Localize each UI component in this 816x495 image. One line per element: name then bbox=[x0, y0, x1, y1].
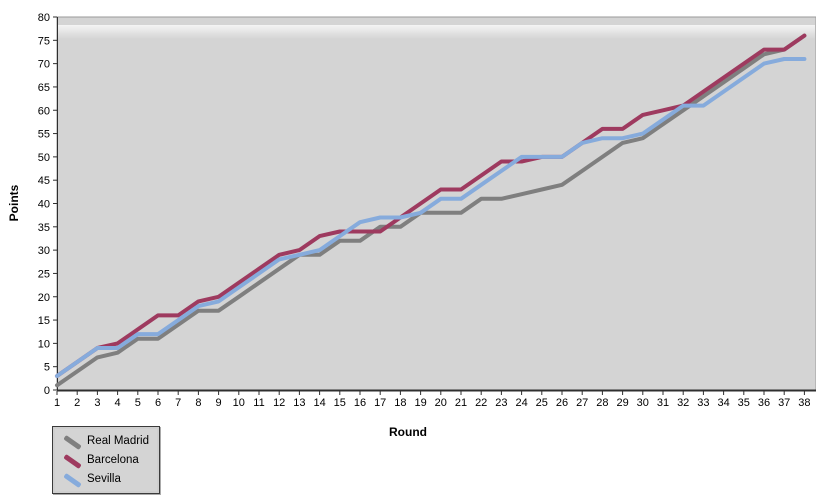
x-axis: 1 2 3 4 5 6 7 8 9 10 11 12 13 14 15 16 17 18 19 20 21 22 23 24 2… bbox=[54, 391, 811, 409]
x-tick-label: 4 bbox=[115, 397, 121, 409]
x-tick-label: 27 bbox=[576, 397, 588, 409]
x-tick-label: 31 bbox=[657, 397, 669, 409]
legend: Real Madrid Barcelona Sevilla bbox=[52, 426, 160, 494]
x-tick-label: 17 bbox=[374, 397, 386, 409]
x-tick-label: 37 bbox=[778, 397, 790, 409]
y-tick-label: 35 bbox=[38, 222, 50, 234]
legend-swatch-wrap bbox=[61, 453, 87, 469]
x-tick-label: 5 bbox=[135, 397, 141, 409]
y-tick-label: 50 bbox=[38, 152, 50, 164]
legend-item-barcelona: Barcelona bbox=[61, 453, 149, 469]
y-tick-label: 30 bbox=[38, 245, 50, 257]
y-tick-label: 10 bbox=[38, 338, 50, 350]
y-tick-label: 45 bbox=[38, 175, 50, 187]
x-tick-label: 7 bbox=[175, 397, 181, 409]
x-tick-label: 16 bbox=[354, 397, 366, 409]
axes bbox=[57, 17, 816, 392]
legend-label: Real Madrid bbox=[87, 435, 149, 447]
x-tick-label: 2 bbox=[74, 397, 80, 409]
y-tick-label: 80 bbox=[38, 12, 50, 24]
x-axis-title: Round bbox=[389, 425, 427, 439]
x-tick-label: 23 bbox=[495, 397, 507, 409]
y-tick-label: 15 bbox=[38, 315, 50, 327]
x-tick-label: 10 bbox=[233, 397, 245, 409]
legend-item-sevilla: Sevilla bbox=[61, 472, 149, 488]
x-tick-label: 15 bbox=[334, 397, 346, 409]
x-tick-label: 29 bbox=[616, 397, 628, 409]
series-line-sevilla bbox=[55, 57, 807, 378]
x-tick-label: 33 bbox=[697, 397, 709, 409]
x-tick-label: 36 bbox=[758, 397, 770, 409]
x-tick-label: 21 bbox=[455, 397, 467, 409]
plot-area-highlight bbox=[58, 25, 815, 39]
y-tick-label: 55 bbox=[38, 129, 50, 141]
y-tick-label: 25 bbox=[38, 268, 50, 280]
y-tick-label: 75 bbox=[38, 35, 50, 47]
x-tick-label: 18 bbox=[394, 397, 406, 409]
x-tick-label: 24 bbox=[515, 397, 527, 409]
x-tick-label: 32 bbox=[677, 397, 689, 409]
x-tick-label: 3 bbox=[94, 397, 100, 409]
x-tick-label: 1 bbox=[54, 397, 60, 409]
x-tick-label: 30 bbox=[637, 397, 649, 409]
x-tick-label: 12 bbox=[273, 397, 285, 409]
x-tick-label: 20 bbox=[435, 397, 447, 409]
y-tick-label: 5 bbox=[44, 362, 50, 374]
x-tick-label: 9 bbox=[216, 397, 222, 409]
legend-label: Barcelona bbox=[87, 454, 139, 466]
x-tick-label: 35 bbox=[738, 397, 750, 409]
x-tick-label: 14 bbox=[313, 397, 325, 409]
x-tick-label: 8 bbox=[195, 397, 201, 409]
x-tick-label: 22 bbox=[475, 397, 487, 409]
x-tick-label: 19 bbox=[414, 397, 426, 409]
y-tick-label: 60 bbox=[38, 105, 50, 117]
series-line-real-madrid bbox=[55, 33, 807, 388]
x-tick-label: 38 bbox=[798, 397, 810, 409]
x-tick-label: 34 bbox=[717, 397, 729, 409]
legend-swatch-icon bbox=[63, 472, 82, 488]
x-tick-label: 25 bbox=[536, 397, 548, 409]
x-tick-label: 28 bbox=[596, 397, 608, 409]
y-tick-label: 40 bbox=[38, 199, 50, 211]
legend-label: Sevilla bbox=[87, 473, 121, 485]
legend-swatch-wrap bbox=[61, 472, 87, 488]
x-tick-label: 6 bbox=[155, 397, 161, 409]
legend-item-real-madrid: Real Madrid bbox=[61, 434, 149, 450]
y-tick-label: 65 bbox=[38, 82, 50, 94]
x-tick-label: 26 bbox=[556, 397, 568, 409]
legend-swatch-icon bbox=[63, 453, 82, 469]
y-tick-label: 70 bbox=[38, 59, 50, 71]
y-axis-title: Points bbox=[7, 184, 21, 222]
y-axis: 0 5 10 15 20 25 30 35 40 45 50 55 60 65 70 75 80 bbox=[38, 12, 57, 397]
x-tick-label: 11 bbox=[253, 397, 264, 409]
x-tick-label: 13 bbox=[293, 397, 305, 409]
y-tick-label: 20 bbox=[38, 292, 50, 304]
y-tick-label: 0 bbox=[44, 385, 50, 397]
